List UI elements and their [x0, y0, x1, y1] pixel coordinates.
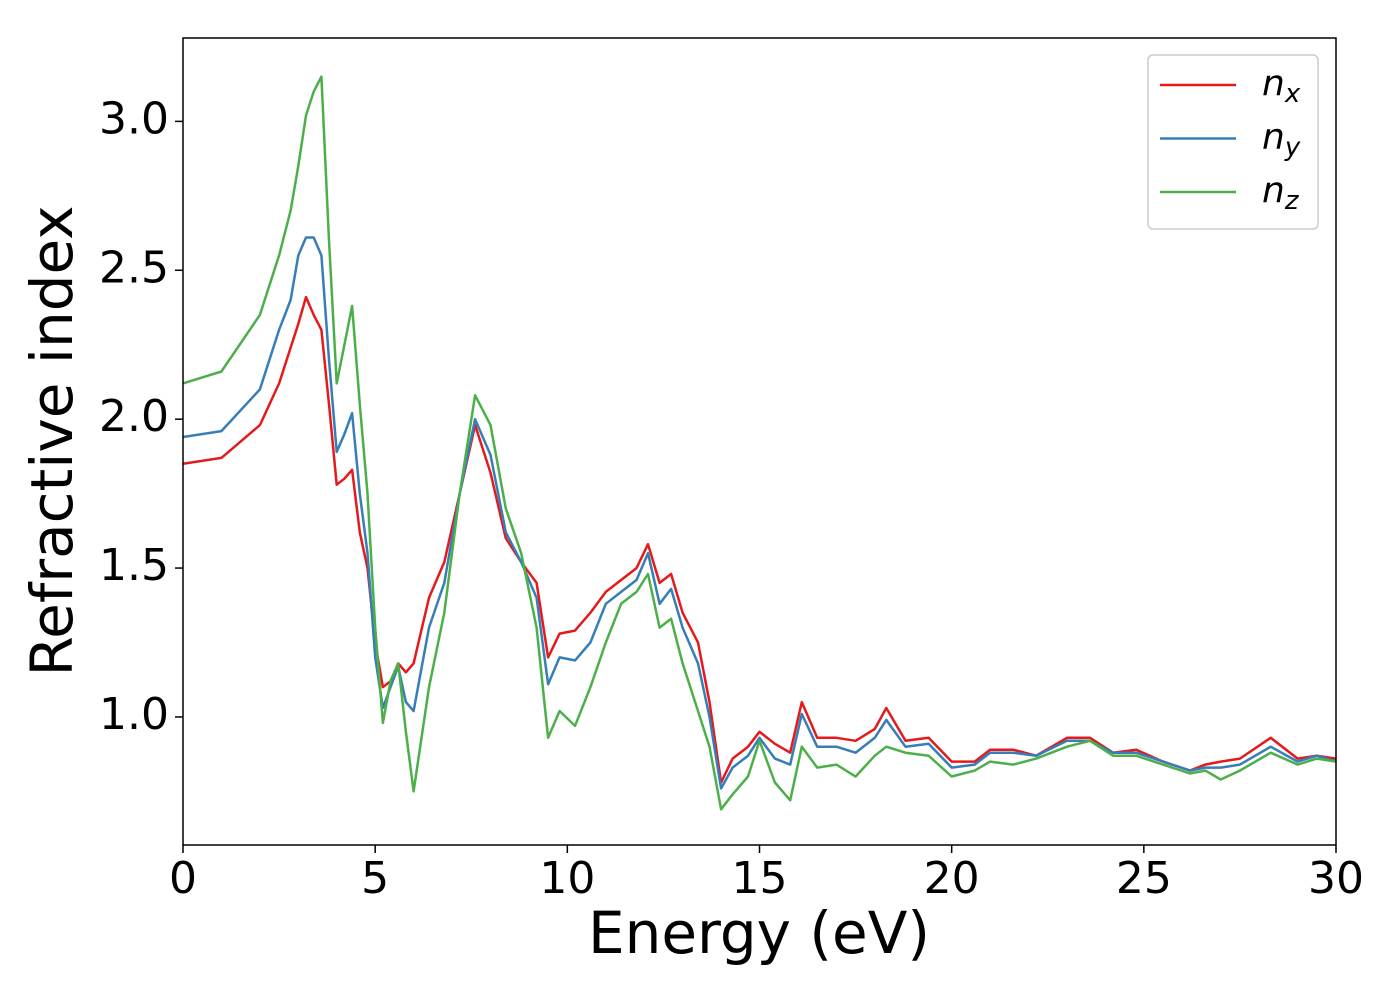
x-tick-label: 10 [539, 853, 595, 904]
x-tick-label: 20 [924, 853, 980, 904]
legend-label: nx [1262, 63, 1301, 109]
legend-label: nz [1262, 170, 1300, 216]
x-tick-label: 5 [361, 853, 389, 904]
legend-label: ny [1262, 117, 1301, 163]
y-tick-label: 1.0 [99, 689, 169, 740]
x-tick-label: 30 [1308, 853, 1364, 904]
data-line [183, 295, 1336, 784]
x-axis-label: Energy (eV) [588, 899, 930, 967]
y-tick-label: 2.5 [99, 242, 169, 293]
x-tick-label: 15 [732, 853, 788, 904]
legend-box [1147, 54, 1319, 230]
x-tick-label: 0 [169, 853, 197, 904]
x-tick-label: 25 [1116, 853, 1172, 904]
data-line [183, 75, 1336, 811]
y-tick-label: 3.0 [99, 93, 169, 144]
plot-frame [182, 37, 1337, 846]
y-tick-label: 2.0 [99, 391, 169, 442]
y-tick-label: 1.5 [99, 540, 169, 591]
data-line [183, 236, 1336, 790]
legend: nx ny nz [1147, 54, 1319, 230]
y-axis-label: Refractive index [18, 205, 86, 676]
